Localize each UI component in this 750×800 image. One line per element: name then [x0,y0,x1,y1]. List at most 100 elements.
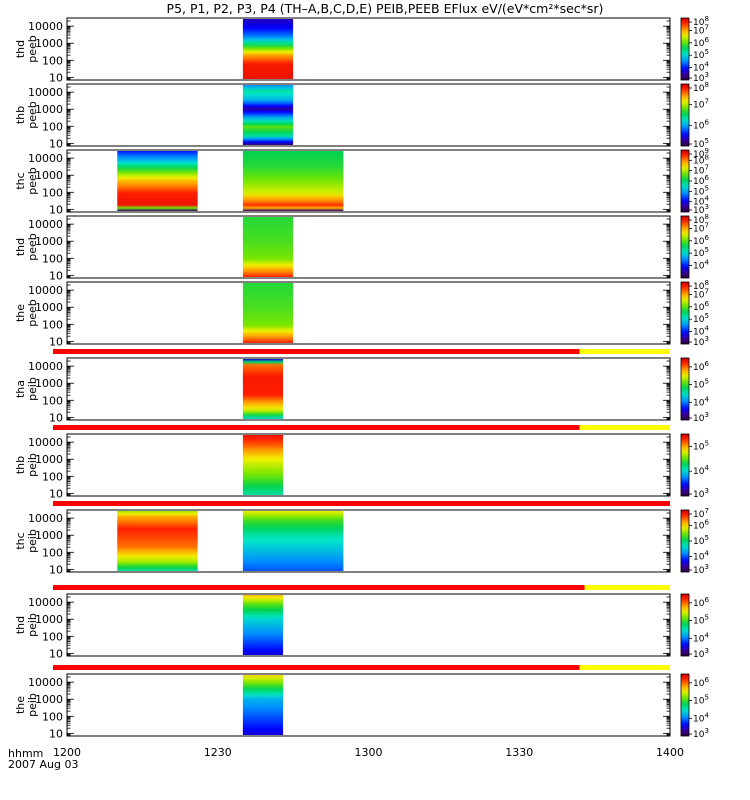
colorbar-tick-label: 105 [693,439,709,452]
colorbar-tick-label: 106 [693,519,709,532]
colorbar-tick-label: 104 [693,631,709,644]
colorbar-tick-label: 104 [693,464,709,477]
y-tick-label: 10 [49,647,63,660]
colorbar-exponent: 7 [704,164,708,172]
time-tick-label: 1230 [204,746,232,759]
colorbar-exponent: 6 [704,360,709,368]
colorbar [680,593,690,657]
panel-frame [66,357,671,421]
panel-label-probe: tha [14,380,27,398]
y-tick-label: 100 [42,252,63,265]
panel-frame [66,593,671,657]
spectrogram-block [242,511,344,571]
colorbar-exponent: 4 [704,464,709,472]
y-tick-label: 10 [49,335,63,348]
colorbar-tick-label: 105 [693,312,709,325]
y-tick-label: 10000 [28,20,63,33]
panel-label-product: peeb [26,35,39,63]
panel-frame [66,17,671,81]
colorbar-exponent: 6 [704,519,709,527]
panel-label-probe: thb [14,106,27,124]
spectrogram-block [242,85,294,145]
panel-label-product: peib [26,377,39,401]
colorbar-exponent: 4 [704,631,709,639]
panel-label-probe: thb [14,456,27,474]
flag-bar-red [53,425,580,430]
y-tick-label: 10 [49,137,63,150]
y-tick-label: 100 [42,318,63,331]
y-tick-label: 1000 [35,103,63,116]
colorbar-tick-label: 106 [693,300,709,313]
colorbar-exponent: 3 [704,335,708,343]
y-tick-label: 1000 [35,169,63,182]
time-axis-label-bottom: 2007 Aug 03 [8,758,78,771]
colorbar-exponent: 4 [704,195,709,203]
spectrogram-block [117,151,198,211]
y-tick-label: 10 [49,203,63,216]
colorbar-exponent: 3 [704,411,708,419]
flag-bar-yellow [579,425,670,430]
spectrogram-block [242,151,344,211]
colorbar-exponent: 7 [704,23,708,31]
colorbar-exponent: 5 [704,534,708,542]
y-tick-label: 1000 [35,377,63,390]
colorbar-exponent: 6 [704,118,709,126]
y-tick-label: 10000 [28,676,63,689]
colorbar-exponent: 4 [704,550,709,558]
y-tick-label: 100 [42,710,63,723]
colorbar-exponent: 3 [704,487,708,495]
y-tick-label: 100 [42,54,63,67]
colorbar-exponent: 6 [704,234,709,242]
y-tick-label: 10 [49,487,63,500]
panel-label-product: peib [26,453,39,477]
y-tick-label: 10 [49,411,63,424]
colorbar-tick-label: 106 [693,360,709,373]
y-tick-label: 1000 [35,453,63,466]
flag-bar-yellow [579,665,670,670]
panel-label-probe: the [14,304,27,322]
colorbar-exponent: 6 [704,596,709,604]
flag-bar-yellow [584,585,670,590]
panel-frame [66,83,671,147]
y-tick-label: 10 [49,563,63,576]
colorbar [680,509,690,573]
panel-label-product: peeb [26,167,39,195]
colorbar [680,357,690,421]
time-tick-label: 1200 [53,746,81,759]
colorbar-exponent: 8 [704,81,708,89]
panel-label-probe: thc [14,172,27,189]
colorbar [680,83,690,147]
colorbar-exponent: 8 [704,15,708,23]
y-tick-label: 1000 [35,37,63,50]
panel-frame [66,215,671,279]
panel-frame [66,673,671,737]
time-axis: 1200 1230 1300 1330 1400 [53,746,684,759]
colorbar-exponent: 6 [704,676,709,684]
y-tick-label: 100 [42,546,63,559]
spectrogram-block [117,511,198,571]
colorbar-tick-label: 105 [693,246,709,259]
panel-label-product: peib [26,529,39,553]
panel-frame [66,509,671,573]
panel-label-product: peeb [26,101,39,129]
colorbar-exponent: 3 [704,727,708,735]
colorbar-exponent: 5 [704,694,708,702]
colorbar-exponent: 3 [704,647,708,655]
colorbar-tick-label: 103 [693,647,709,660]
panel-label-probe: thd [14,238,27,256]
time-tick-label: 1400 [656,746,684,759]
spectrogram-block [242,675,284,735]
colorbar-tick-label: 107 [693,98,709,111]
colorbar-tick-label: 104 [693,711,709,724]
colorbar-exponent: 5 [704,48,708,56]
flag-bar-yellow [579,349,670,354]
colorbar-tick-label: 104 [693,259,709,272]
